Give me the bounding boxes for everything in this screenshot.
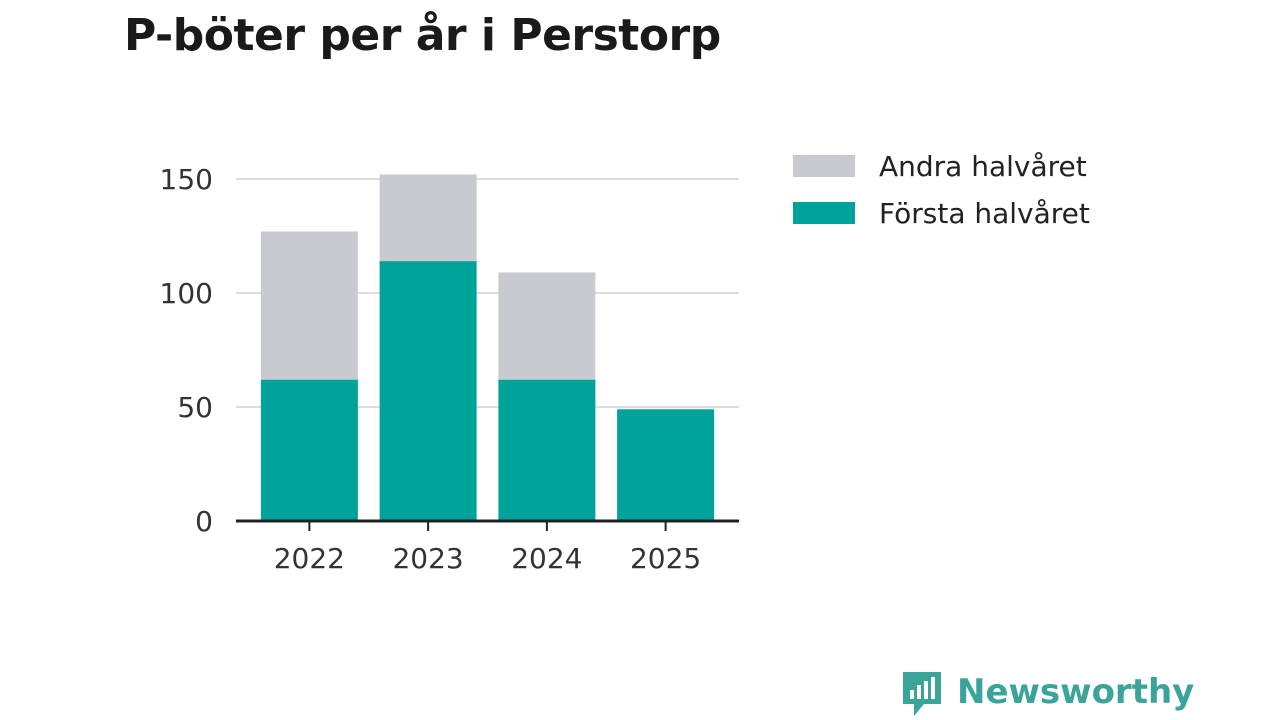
x-tick-label-2023: 2023 — [392, 542, 463, 575]
legend-swatch-0 — [793, 155, 855, 177]
x-axis — [236, 519, 739, 531]
x-tick-label-2025: 2025 — [630, 542, 701, 575]
legend-label-1: Första halvåret — [879, 197, 1090, 230]
bar-2024-series-1 — [498, 272, 596, 380]
legend-item-0: Andra halvåret — [793, 150, 1087, 183]
x-tick-label-2024: 2024 — [511, 542, 582, 575]
bar-2023-series-0 — [379, 261, 477, 521]
bar-chart-bubble-icon — [903, 672, 941, 716]
newsworthy-logo: Newsworthy — [903, 672, 1194, 716]
y-tick-label-150: 150 — [160, 163, 213, 196]
bars — [260, 174, 715, 521]
x-tick-labels: 2022 2023 2024 2025 — [274, 542, 702, 575]
legend-item-1: Första halvåret — [793, 197, 1090, 230]
legend-swatch-1 — [793, 202, 855, 224]
y-tick-labels: 0 50 100 150 — [160, 163, 213, 538]
y-tick-label-100: 100 — [160, 277, 213, 310]
bar-2024-series-0 — [498, 379, 596, 521]
bar-2023-series-1 — [379, 174, 477, 262]
bar-2022-series-1 — [260, 231, 358, 380]
chart-title: P-böter per år i Perstorp — [124, 10, 721, 61]
brand-name: Newsworthy — [957, 672, 1194, 712]
legend: Andra halvåret Första halvåret — [793, 150, 1090, 230]
y-tick-label-50: 50 — [177, 391, 213, 424]
bar-2022-series-0 — [260, 379, 358, 521]
bar-2025-series-0 — [617, 409, 715, 521]
y-tick-label-0: 0 — [195, 505, 213, 538]
legend-label-0: Andra halvåret — [879, 150, 1087, 183]
x-tick-label-2022: 2022 — [274, 542, 345, 575]
